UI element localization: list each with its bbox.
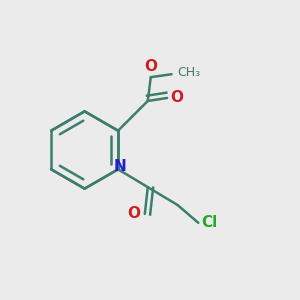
Text: CH₃: CH₃ — [178, 66, 201, 79]
Text: N: N — [113, 159, 126, 174]
Text: O: O — [170, 91, 183, 106]
Text: Cl: Cl — [201, 215, 218, 230]
Text: O: O — [128, 206, 140, 221]
Text: O: O — [144, 59, 157, 74]
